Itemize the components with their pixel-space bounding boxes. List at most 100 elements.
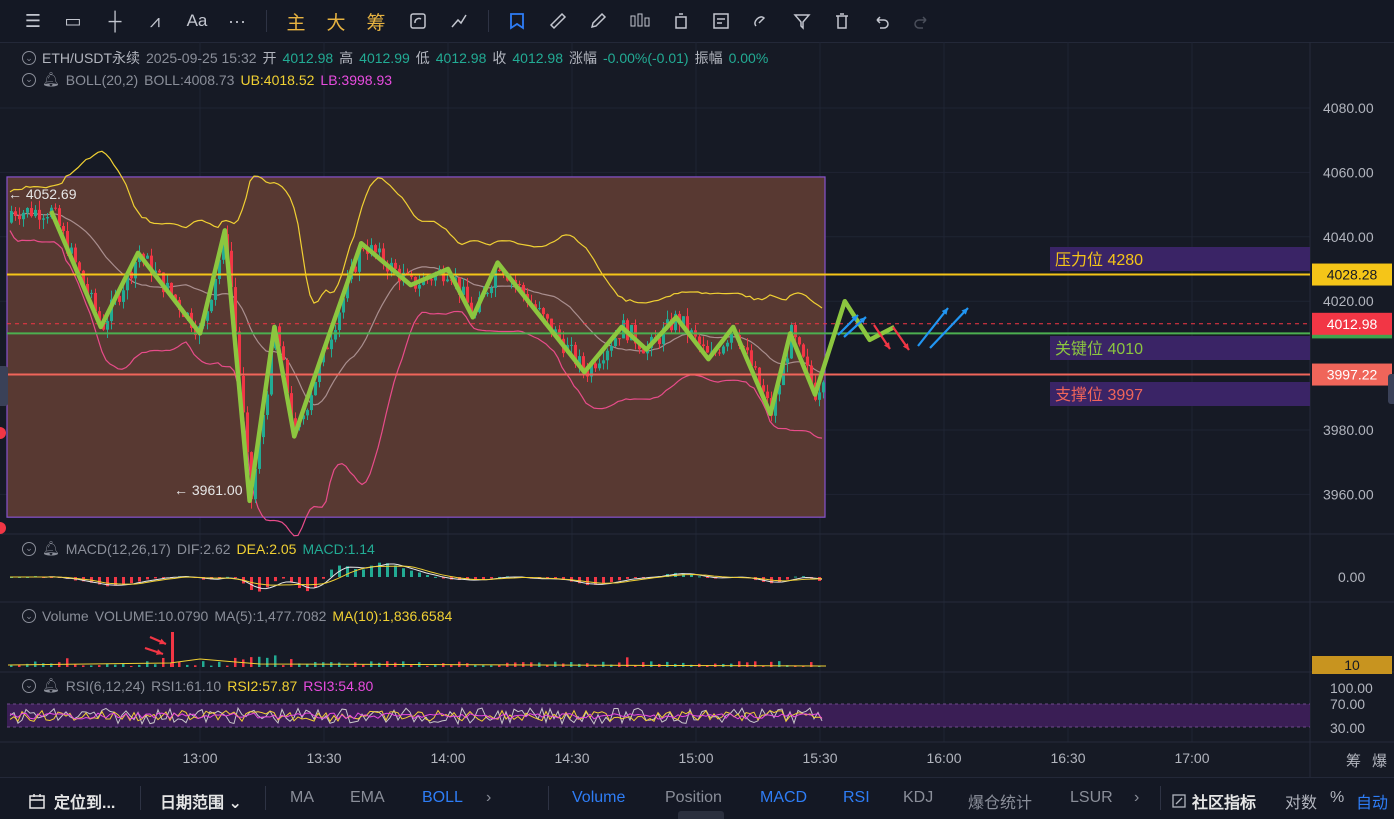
auto-toggle[interactable]: 自动 [1356,795,1389,812]
tab-ma[interactable]: MA [290,789,314,806]
more-icon[interactable]: ··· [228,10,246,31]
tab-macd[interactable]: MACD [760,789,808,806]
ruler-icon[interactable] [545,8,571,34]
date-range-label: 日期范围 [160,795,225,812]
volume-legend: ⌄ Volume VOLUME:10.0790 MA(5):1,477.7082… [22,608,452,624]
log-toggle[interactable]: 对数 [1285,795,1318,812]
alert-bell-icon[interactable]: 🔔︎ [42,677,60,693]
chevron-right-icon[interactable]: › [1134,789,1140,806]
pen-icon[interactable] [585,8,611,34]
tab-ema[interactable]: EMA [350,789,385,806]
tab-position[interactable]: Position [665,789,722,806]
collapse-icon[interactable]: ⌄ [22,72,36,87]
candles-icon[interactable] [626,8,654,34]
undo-icon[interactable] [868,8,894,34]
tab-boll[interactable]: BOLL [422,789,463,806]
magnet-icon[interactable] [748,8,774,34]
menu-icon[interactable]: ☰ [24,10,42,31]
volume-ma10-line [7,658,827,667]
candle-body [698,336,701,345]
delete-icon[interactable] [829,8,855,34]
candle-body [46,217,49,219]
candle-body [662,327,665,345]
collapse-icon[interactable]: ⌄ [22,609,36,623]
macd-bar [394,565,397,577]
volume-bar [162,657,165,667]
percent-toggle[interactable]: % [1330,789,1345,806]
community-indicators-button[interactable]: 社区指标 [1172,789,1256,813]
trend-tool-icon[interactable] [446,8,472,34]
note-icon[interactable] [708,8,734,34]
bottom-resize-handle[interactable] [678,811,724,819]
candle-body [86,283,89,295]
collapse-icon[interactable]: ⌄ [22,541,36,556]
rsi-name: RSI(6,12,24) [65,677,146,694]
text-tool-icon[interactable]: Aa [186,11,208,30]
candle-body [310,395,313,411]
alert-bell-icon[interactable]: 🔔︎ [42,540,60,556]
macd-bar [490,577,493,579]
edit-icon [1172,794,1186,808]
bookmark-icon[interactable] [504,8,530,34]
chart-area[interactable]: ← 4052.69 ← 3961.00 压力位 4280 关键位 4010 支撑位 39… [0,42,1394,777]
candle-body [170,282,173,295]
candle-body [690,330,693,334]
y-tick-label: 4060.00 [1323,164,1374,180]
chevron-right-icon[interactable]: › [486,789,492,806]
chips-corner-label[interactable]: 筹 [1346,753,1362,770]
macd-bar [106,577,109,587]
candle-body [750,350,753,367]
open-label: 开 [262,50,277,66]
chart-canvas[interactable]: ← 4052.69 ← 3961.00 压力位 4280 关键位 4010 支撑位 39… [0,42,1394,777]
macd-bar [290,577,293,583]
tab-rsi[interactable]: RSI [843,789,870,806]
locate-button[interactable]: 定位到... [28,789,115,813]
macd-bar [786,577,789,580]
indicators-icon[interactable]: ⩘ [149,10,161,31]
volume-bar [450,664,453,667]
position-icon[interactable] [668,8,694,34]
left-panel-handle[interactable] [0,366,8,406]
liq-corner-label[interactable]: 爆 [1372,753,1388,770]
main-chart-toggle[interactable]: 主 [286,12,306,34]
candle-body [74,247,77,263]
candle-body [606,350,609,361]
macd-bar [498,576,501,578]
candle-body [614,338,617,347]
redo-icon[interactable] [909,8,935,34]
candle-body [66,231,69,254]
horizontal-line-tool-icon[interactable]: ┼ [108,10,122,31]
candle-body [234,287,237,332]
tab-volume[interactable]: Volume [572,789,626,806]
large-orders-toggle[interactable]: 大 [326,12,346,34]
calendar-icon [29,794,45,809]
collapse-icon[interactable]: ⌄ [22,51,36,65]
refresh-icon[interactable] [405,8,431,34]
tab-liquidation[interactable]: 爆仓统计 [968,795,1033,812]
volume-bar [266,657,269,667]
x-tick-label: 13:00 [182,750,217,766]
tab-kdj[interactable]: KDJ [903,789,934,806]
macd-bar [578,577,581,584]
candle-body [94,292,97,312]
high-marker-label: ← 4052.69 [8,186,77,202]
tab-lsur[interactable]: LSUR [1070,789,1113,806]
candle-body [554,329,557,333]
alert-bell-icon[interactable]: 🔔︎ [42,71,60,87]
candle-body [774,394,777,416]
right-panel-handle[interactable] [1388,374,1394,404]
macd-bar [474,577,477,581]
volume-bar [642,662,645,667]
candle-body [434,273,437,281]
collapse-icon[interactable]: ⌄ [22,678,36,693]
candle-body [362,248,365,250]
rectangle-tool-icon[interactable]: ▭ [64,10,82,31]
date-range-dropdown[interactable]: 日期范围 ⌄ [160,789,242,813]
candle-body [534,304,537,309]
candle-body [582,356,585,371]
chips-toggle[interactable]: 筹 [366,12,386,34]
candle-body [442,270,445,282]
candle-body [802,344,805,357]
filter-icon[interactable] [789,8,815,34]
candle-body [358,248,361,272]
